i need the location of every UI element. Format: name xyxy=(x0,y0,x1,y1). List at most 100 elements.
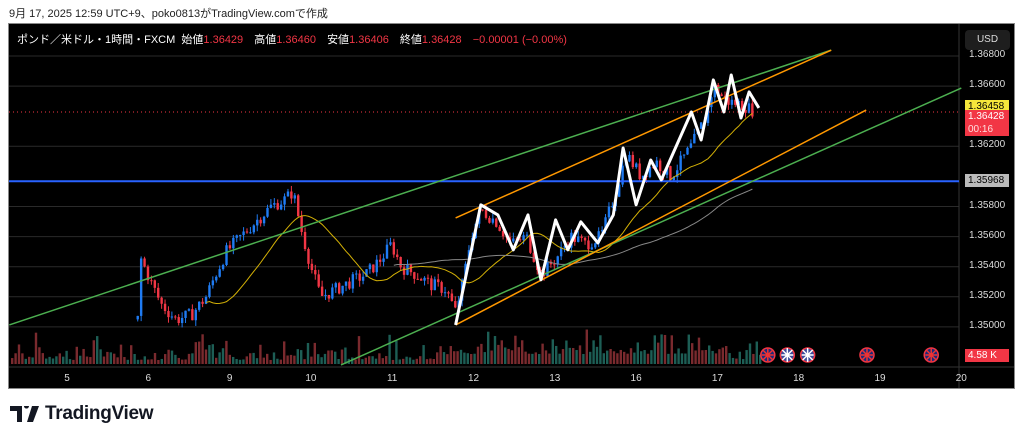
zigzag-wave-drawing xyxy=(454,73,761,326)
candle xyxy=(621,165,624,185)
sma-slow-line xyxy=(393,188,753,266)
volume-bar xyxy=(51,358,55,364)
candle xyxy=(416,278,419,280)
time-axis-label: 17 xyxy=(711,373,723,384)
candle xyxy=(307,249,310,264)
candle xyxy=(529,234,532,253)
volume-bar xyxy=(82,348,85,364)
candle xyxy=(406,264,409,275)
candle xyxy=(682,154,686,156)
candle xyxy=(628,154,631,162)
candle xyxy=(180,317,184,324)
volume-bar xyxy=(266,353,269,364)
candle xyxy=(150,280,153,282)
volume-bar xyxy=(119,344,123,364)
candle xyxy=(146,266,150,281)
currency-button[interactable]: USD xyxy=(965,30,1010,50)
candle xyxy=(430,278,433,291)
volume-bar xyxy=(548,353,551,364)
open-value: 1.36429 xyxy=(203,34,244,46)
volume-bar xyxy=(493,336,497,364)
volume-bar xyxy=(432,358,435,364)
time-axis-label: 10 xyxy=(305,373,317,384)
volume-bar xyxy=(113,353,116,364)
volume-bar xyxy=(473,353,476,364)
candle xyxy=(355,273,358,275)
chart-pane[interactable]: ポンド／米ドル・1時間・FXCM 始値1.36429 高値1.36460 安値1… xyxy=(8,23,1015,389)
volume-bar xyxy=(470,353,473,364)
chart-caption: 9月 17, 2025 12:59 UTC+9、poko0813がTrading… xyxy=(9,8,328,20)
price-axis-label: 1.36200 xyxy=(969,139,1006,151)
candle xyxy=(454,301,457,308)
volume-bar xyxy=(340,349,344,364)
orange-trendline xyxy=(455,49,832,219)
volume-bar xyxy=(551,339,554,364)
volume-bar xyxy=(524,351,527,364)
volume-bar xyxy=(300,350,303,364)
volume-bar xyxy=(164,354,167,364)
candle xyxy=(160,297,163,304)
volume-bar xyxy=(568,347,571,364)
volume-bar xyxy=(419,356,422,364)
volume-bar xyxy=(41,353,44,364)
volume-bar xyxy=(72,359,75,364)
volume-bar xyxy=(313,342,316,364)
candle xyxy=(218,269,221,277)
candle xyxy=(518,239,522,241)
candle xyxy=(491,218,495,223)
candle xyxy=(252,225,256,233)
price-axis-label: 1.35200 xyxy=(969,289,1006,301)
candle xyxy=(194,309,197,321)
candle xyxy=(672,177,676,181)
volume-bar xyxy=(718,349,721,364)
volume-bar xyxy=(208,345,211,364)
time-axis-label: 18 xyxy=(793,373,805,384)
volume-bar xyxy=(385,356,388,364)
candle xyxy=(443,292,447,294)
candle xyxy=(423,277,426,281)
green-trendline xyxy=(340,87,962,366)
candle xyxy=(174,316,177,318)
volume-bar xyxy=(589,351,592,364)
volume-bar xyxy=(17,344,21,364)
tradingview-logo[interactable]: TradingView xyxy=(10,403,154,425)
volume-bar xyxy=(245,356,248,364)
candle xyxy=(269,204,273,208)
symbol-label[interactable]: ポンド／米ドル・1時間・FXCM xyxy=(17,34,176,46)
bar-countdown-tag: 00:16 xyxy=(965,122,1009,136)
candle xyxy=(242,231,245,236)
price-chart[interactable] xyxy=(9,24,1014,388)
candle xyxy=(348,281,351,289)
volume-bar xyxy=(102,356,106,364)
candle xyxy=(399,257,402,268)
volume-bar xyxy=(303,359,306,364)
candle xyxy=(228,245,232,249)
volume-bar xyxy=(497,344,500,364)
volume-bar xyxy=(368,356,371,364)
volume-bar xyxy=(167,349,170,364)
candle xyxy=(361,276,365,281)
candle xyxy=(344,281,348,286)
volume-bar xyxy=(714,353,718,364)
candle xyxy=(658,160,662,172)
volume-bar xyxy=(327,350,330,364)
volume-bar xyxy=(34,332,38,364)
candle xyxy=(546,261,549,277)
candle xyxy=(440,282,443,293)
candle xyxy=(635,163,638,168)
candle xyxy=(495,218,498,227)
volume-bar xyxy=(759,354,762,364)
volume-bar xyxy=(38,347,41,364)
volume-bar xyxy=(153,352,157,364)
volume-bar xyxy=(184,359,187,364)
candle xyxy=(580,236,583,238)
volume-bar xyxy=(408,357,412,364)
candle xyxy=(259,219,262,224)
candle xyxy=(577,236,580,242)
volume-bar xyxy=(459,349,463,364)
volume-bar xyxy=(296,349,299,364)
volume-bar xyxy=(755,341,758,364)
price-axis-label: 1.35400 xyxy=(969,259,1006,271)
volume-bar xyxy=(262,357,265,364)
volume-bar xyxy=(62,356,65,364)
